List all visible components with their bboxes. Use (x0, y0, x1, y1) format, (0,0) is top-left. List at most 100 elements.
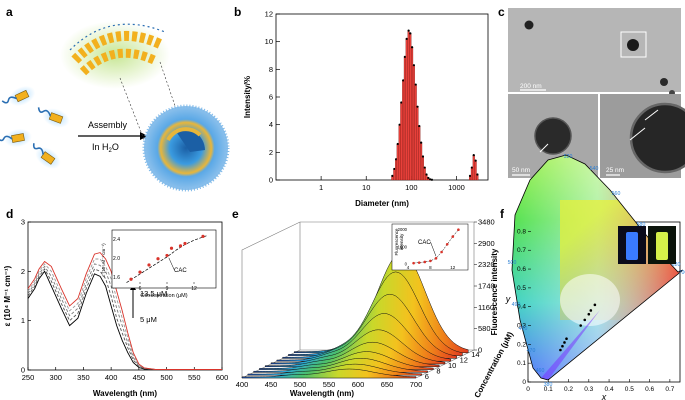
dls-bar (400, 102, 403, 181)
inset-cac-arrow-d (168, 257, 175, 270)
tem-arrow-3 (644, 109, 659, 121)
cie-wavelength-label: 380 (544, 382, 553, 388)
annot-high: 13.5 μM (140, 289, 167, 298)
y-tick-label-e: 2320 (478, 260, 495, 269)
dls-point (474, 159, 477, 162)
cie-wavelength-label: 700 (679, 270, 685, 276)
dls-point (470, 166, 473, 169)
inset-point-e (423, 260, 427, 264)
y-tick-label-e: 1160 (478, 303, 494, 312)
dls-bar (414, 84, 417, 181)
y-tick-label-f: 0.3 (517, 323, 526, 330)
dls-bar (420, 142, 423, 181)
inset-cac-label-d: CAC (174, 268, 187, 274)
y-tick-label-d: 3 (21, 218, 25, 227)
x-tick-label-f: 0 (526, 386, 530, 393)
dls-bar (421, 156, 424, 181)
inset-point-d (156, 257, 160, 261)
inset-x-tick-label-e: 4 (407, 265, 410, 270)
inset-point-d (183, 241, 187, 246)
y-tick-label-e: 2900 (478, 239, 495, 248)
y-tick-label-f: 0.4 (517, 304, 526, 311)
dls-point (430, 178, 434, 181)
y-tick-label-f: 0.1 (517, 360, 526, 367)
cie-point (583, 318, 587, 322)
cie-wavelength-label: 560 (612, 191, 621, 197)
dls-point (400, 101, 403, 104)
y-tick-label-e: 1740 (478, 282, 495, 291)
scale-label-bl: 50 nm (512, 167, 530, 174)
cie-locus (511, 154, 684, 381)
dls-point (405, 37, 408, 41)
vial-blue (626, 232, 638, 260)
x-tick-label-d: 350 (77, 373, 90, 382)
y-tick-label-d: 0 (21, 366, 25, 375)
x-tick-label-e: 450 (265, 380, 278, 389)
inset-point-e (429, 259, 432, 263)
x-tick-label-f: 0.7 (665, 386, 674, 393)
annot-low: 5 μM (140, 315, 157, 324)
uv-series-line (27, 252, 222, 370)
dls-point (402, 79, 405, 82)
solvent-label: In H2O (92, 142, 119, 154)
x-tick-label-b: 100 (405, 183, 418, 192)
fluorescence-slice (253, 358, 428, 373)
dls-point (409, 32, 412, 35)
cie-wavelength-label: 540 (590, 166, 599, 172)
cie-point (589, 309, 593, 312)
x-tick-label-d: 600 (216, 373, 229, 382)
y-tick-label-d: 2 (21, 267, 25, 276)
x-tick-label-f: 0.4 (605, 386, 614, 393)
x-tick-label-d: 450 (133, 373, 146, 382)
dls-point (410, 46, 414, 49)
tem-arrow-1 (539, 143, 549, 153)
dls-point (391, 174, 394, 177)
dls-point (396, 142, 399, 146)
cie-point (579, 324, 582, 327)
y-axis-label-f: y (505, 294, 511, 304)
y-tick-label-e: 0 (478, 346, 482, 355)
z-tick-label-e: 14 (471, 350, 479, 359)
dls-point (412, 64, 415, 67)
dls-bar (403, 56, 406, 181)
cie-point (565, 337, 568, 341)
panel-label-c: c (498, 5, 505, 19)
x-tick-label-d: 550 (188, 373, 201, 382)
y-tick-label-f: 0.6 (517, 266, 526, 273)
cie-wavelength-label: 490 (512, 302, 521, 308)
tem-particle (660, 78, 668, 86)
inset-point-d (165, 253, 169, 258)
dls-bar (411, 47, 414, 181)
x-tick-label-b: 1000 (448, 183, 465, 192)
fluorescence-slice (247, 363, 423, 376)
x-tick-label-d: 300 (49, 373, 62, 382)
inset-cac-label-e: CAC (418, 240, 431, 246)
y-tick-label-b: 8 (269, 65, 273, 74)
panel-f-chart: 0 0.1 0.2 0.3 0.4 0.5 0.6 0.7 0 0.1 0.2 0.3 0.4 0.5 0.… (505, 154, 685, 400)
inset-y-tick-label-e: 2000 (398, 227, 408, 232)
inset-point-d (169, 246, 174, 250)
vial-yellow (656, 232, 668, 260)
dls-point (427, 176, 430, 180)
inset-point-e (417, 261, 421, 264)
tem-vesicle-1-rim (534, 117, 572, 155)
z-tick-label-e: 8 (436, 367, 440, 376)
cie-point (563, 341, 566, 344)
dls-bar (409, 33, 412, 181)
dls-point (429, 178, 432, 181)
dls-bar (472, 154, 475, 181)
panel-a-schematic: Assembly In H2O (0, 21, 230, 192)
x-axis-label-f: x (601, 392, 607, 400)
y-tick-label-b: 2 (269, 148, 273, 157)
cie-wavelength-label: 470 (527, 348, 536, 354)
dls-bar (470, 167, 473, 181)
cie-point (587, 312, 591, 316)
inset-x-tick-label-d: 9 (166, 286, 169, 292)
dls-point (414, 83, 417, 86)
cie-point (593, 303, 597, 307)
dls-bar (396, 143, 399, 181)
tem-vesicle-1 (535, 118, 571, 154)
cie-wavelength-label: 580 (637, 222, 646, 228)
